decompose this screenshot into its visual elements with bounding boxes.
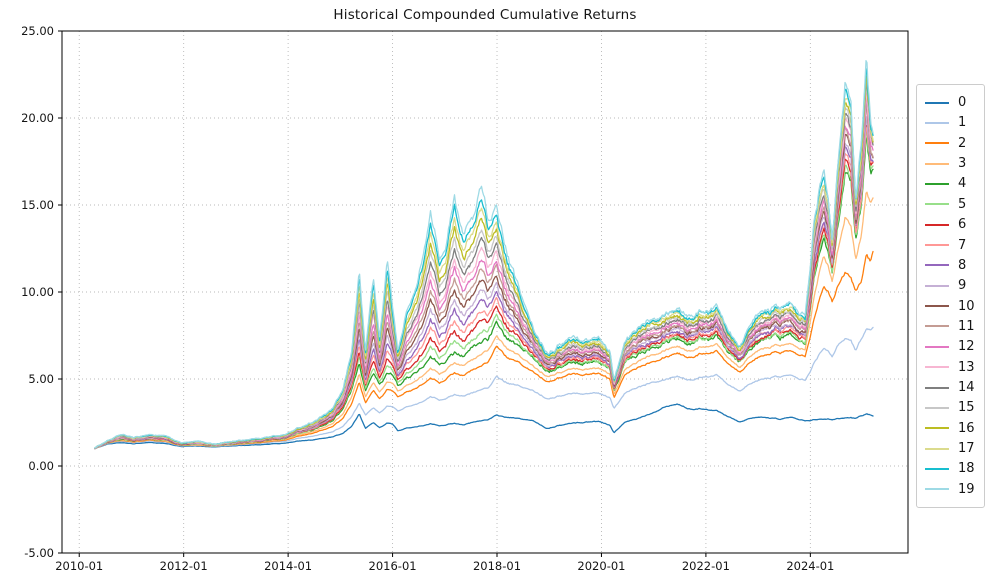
legend-line-swatch [925, 142, 949, 145]
legend: 0 1 2 3 4 5 6 7 8 9 10 11 12 13 14 15 16 17 18 19 [916, 84, 985, 508]
legend-item-3: 3 [925, 154, 980, 173]
legend-label: 12 [958, 339, 975, 355]
legend-line-swatch [925, 284, 949, 287]
legend-line-swatch [925, 406, 949, 409]
legend-label: 5 [958, 196, 967, 212]
legend-line-swatch [925, 447, 949, 450]
x-tick-label: 2016-01 [369, 559, 417, 573]
legend-line-swatch [925, 223, 949, 226]
legend-item-1: 1 [925, 113, 980, 132]
legend-item-15: 15 [925, 398, 980, 417]
y-tick-label: 5.00 [28, 372, 54, 386]
legend-item-18: 18 [925, 459, 980, 478]
legend-line-swatch [925, 467, 949, 470]
legend-label: 15 [958, 400, 975, 416]
legend-item-13: 13 [925, 358, 980, 377]
legend-item-0: 0 [925, 93, 980, 112]
legend-line-swatch [925, 182, 949, 185]
legend-line-swatch [925, 325, 949, 328]
y-tick-label: -5.00 [24, 546, 54, 560]
legend-item-11: 11 [925, 317, 980, 336]
legend-line-swatch [925, 121, 949, 124]
legend-line-swatch [925, 264, 949, 267]
legend-label: 11 [958, 318, 975, 334]
legend-line-swatch [925, 305, 949, 308]
x-tick-label: 2018-01 [473, 559, 521, 573]
legend-item-8: 8 [925, 256, 980, 275]
legend-label: 1 [958, 115, 967, 131]
legend-line-swatch [925, 386, 949, 389]
legend-line-swatch [925, 244, 949, 247]
legend-label: 19 [958, 481, 975, 497]
legend-item-14: 14 [925, 378, 980, 397]
legend-item-5: 5 [925, 195, 980, 214]
legend-label: 17 [958, 441, 975, 457]
x-tick-label: 2012-01 [160, 559, 208, 573]
x-tick-label: 2022-01 [682, 559, 730, 573]
legend-item-9: 9 [925, 276, 980, 295]
legend-item-17: 17 [925, 439, 980, 458]
legend-line-swatch [925, 101, 949, 104]
legend-label: 16 [958, 420, 975, 436]
x-tick-label: 2014-01 [264, 559, 312, 573]
legend-item-10: 10 [925, 297, 980, 316]
x-tick-label: 2020-01 [577, 559, 625, 573]
legend-label: 0 [958, 95, 967, 110]
legend-item-2: 2 [925, 134, 980, 153]
legend-item-6: 6 [925, 215, 980, 234]
legend-line-swatch [925, 162, 949, 165]
legend-label: 4 [958, 176, 967, 192]
legend-label: 9 [958, 278, 967, 294]
legend-label: 10 [958, 298, 975, 314]
y-tick-label: 20.00 [21, 111, 54, 125]
y-tick-label: 0.00 [28, 459, 54, 473]
legend-label: 14 [958, 380, 975, 396]
legend-label: 7 [958, 237, 967, 253]
legend-label: 6 [958, 217, 967, 233]
legend-item-19: 19 [925, 480, 980, 499]
legend-line-swatch [925, 488, 949, 491]
chart-title: Historical Compounded Cumulative Returns [333, 7, 637, 23]
legend-line-swatch [925, 345, 949, 348]
legend-item-12: 12 [925, 337, 980, 356]
legend-line-swatch [925, 203, 949, 206]
legend-line-swatch [925, 366, 949, 369]
legend-label: 3 [958, 156, 967, 172]
legend-item-4: 4 [925, 174, 980, 193]
series-lines [94, 60, 874, 450]
tick-marks [58, 30, 811, 557]
y-tick-label: 15.00 [21, 198, 54, 212]
legend-label: 8 [958, 257, 967, 273]
legend-label: 13 [958, 359, 975, 375]
legend-item-7: 7 [925, 236, 980, 255]
series-line-19 [94, 60, 874, 449]
x-tick-label: 2010-01 [55, 559, 103, 573]
y-tick-label: 10.00 [21, 285, 54, 299]
x-tick-label: 2024-01 [786, 559, 834, 573]
y-tick-label: 25.00 [21, 24, 54, 38]
legend-label: 18 [958, 461, 975, 477]
legend-item-16: 16 [925, 419, 980, 438]
tick-labels: 2010-01 2012-01 2014-01 2016-01 2018-01 2020-… [21, 24, 834, 573]
legend-label: 2 [958, 135, 967, 151]
legend-line-swatch [925, 427, 949, 430]
